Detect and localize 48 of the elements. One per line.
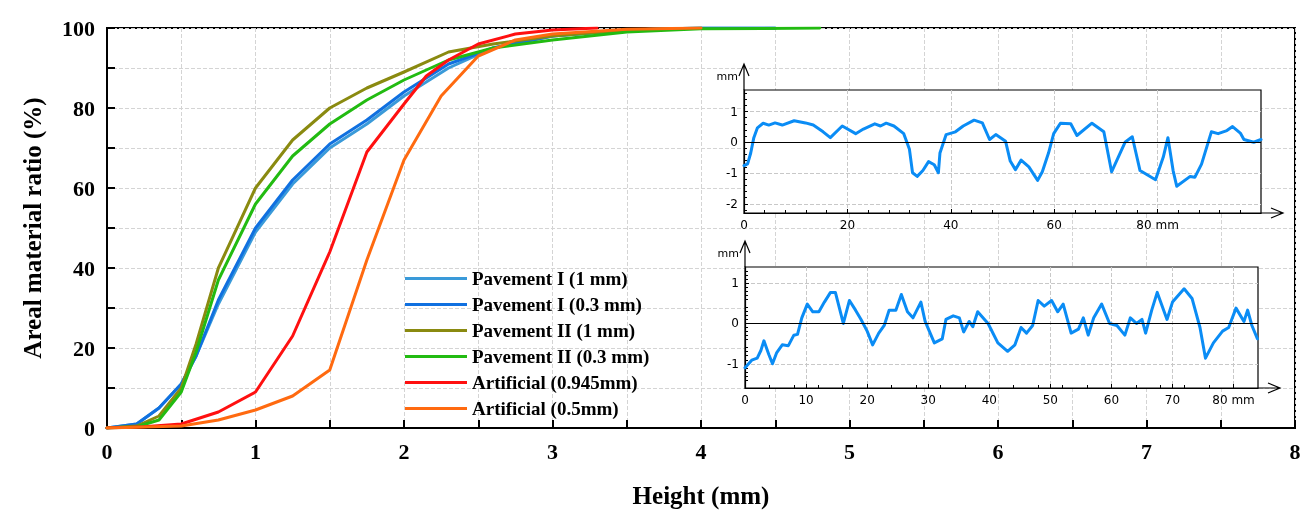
y-tick-label: 60 (73, 175, 95, 201)
legend-label: Pavement I (0.3 mm) (472, 294, 642, 316)
x-tick-label: 0 (741, 393, 749, 407)
y-axis-title: Areal material ratio (%) (19, 97, 47, 359)
y-tick-label: 40 (73, 255, 95, 281)
x-tick-label: 80 mm (1136, 218, 1179, 232)
legend-label: Pavement II (1 mm) (472, 320, 636, 342)
x-tick-label: 5 (844, 438, 855, 464)
x-tick-label: 6 (992, 438, 1004, 464)
x-tick-label: 60 (1046, 218, 1062, 232)
x-tick-label: 4 (695, 438, 707, 464)
legend-label: Pavement I (1 mm) (472, 268, 628, 290)
y-tick-label: 0 (84, 415, 95, 441)
y-tick-label: 0 (731, 316, 739, 331)
x-tick-label: 20 (859, 393, 875, 407)
y-tick-label: 1 (730, 104, 738, 119)
x-tick-label: 30 (920, 393, 936, 407)
y-tick-label: 1 (731, 276, 739, 291)
legend-label: Artificial (0.5mm) (472, 398, 619, 420)
y-tick-label: -1 (727, 356, 739, 371)
legend-label: Artificial (0.945mm) (472, 372, 638, 394)
y-tick-label: 80 (73, 95, 95, 121)
x-tick-label: 40 (981, 393, 997, 407)
x-tick-label: 8 (1289, 438, 1301, 464)
x-tick-label: 20 (839, 218, 856, 232)
x-tick-label: 60 (1103, 393, 1120, 407)
x-tick-label: 2 (398, 438, 410, 464)
y-tick-label: 20 (73, 335, 95, 361)
x-tick-label: 1 (250, 438, 261, 464)
x-axis-title: Height (mm) (632, 482, 770, 510)
x-tick-label: 40 (943, 218, 959, 232)
line-series (743, 287, 1259, 370)
x-tick-label: 7 (1141, 438, 1152, 464)
x-tick-label: 70 (1164, 393, 1181, 407)
x-tick-label: 0 (101, 438, 113, 464)
x-tick-label: 0 (740, 218, 748, 232)
y-tick-label: 100 (62, 15, 95, 41)
x-tick-label: 80 mm (1212, 393, 1255, 407)
y-tick-label: -1 (726, 166, 738, 181)
legend-label: Pavement II (0.3 mm) (472, 346, 650, 368)
y-axis-title: mm (717, 247, 739, 260)
x-tick-label: 50 (1042, 393, 1058, 407)
x-tick-label: 3 (547, 438, 558, 464)
x-tick-label: 10 (798, 393, 814, 407)
y-tick-label: -2 (726, 196, 738, 211)
y-axis-title: mm (716, 70, 738, 83)
y-tick-label: 0 (730, 135, 738, 150)
line-series (742, 118, 1263, 188)
